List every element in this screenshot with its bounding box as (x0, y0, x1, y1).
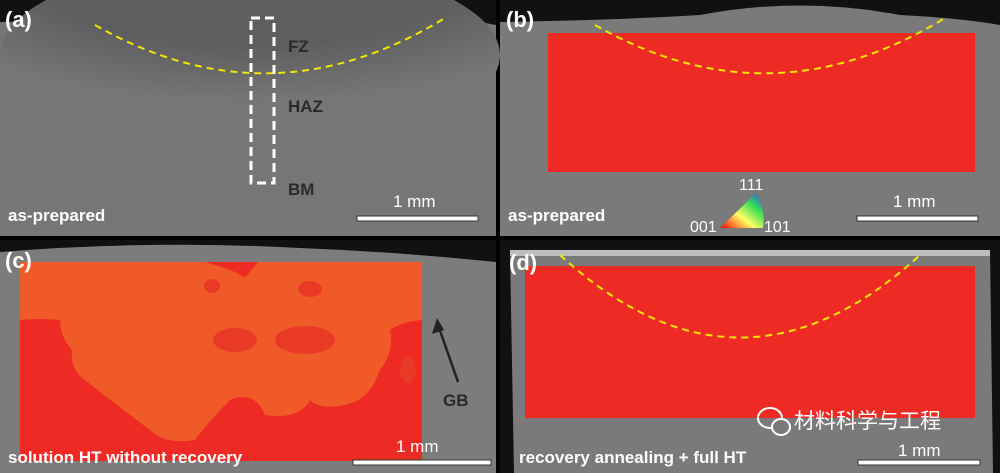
scale-bar (856, 215, 979, 222)
condition-label: as-prepared (508, 206, 605, 225)
condition-label: recovery annealing + full HT (519, 448, 747, 467)
scale-bar (857, 459, 981, 466)
panel-label: (d) (509, 250, 537, 275)
panel-d: (d) recovery annealing + full HT 材料科学与工程… (500, 240, 1000, 473)
gb-arrow-head (432, 318, 444, 334)
gb-label: GB (443, 391, 469, 410)
haz-region (0, 0, 500, 150)
ipf-label-101: 101 (764, 219, 791, 236)
ebsd-map (525, 266, 975, 418)
panel-c: (c) GB solution HT without recovery 1 mm (0, 240, 496, 473)
zone-label-fz: FZ (288, 37, 309, 56)
wechat-icon (757, 407, 791, 436)
zone-label-bm: BM (288, 180, 314, 199)
fusion-line (94, 17, 446, 75)
ebsd-map (548, 33, 975, 172)
ebsd-scan-box (249, 16, 276, 185)
panel-label: (c) (5, 248, 32, 273)
fusion-line (594, 17, 946, 75)
zone-label-haz: HAZ (288, 97, 323, 116)
orange-grain (20, 262, 422, 442)
scale-bar (356, 215, 479, 222)
condition-label: as-prepared (8, 206, 105, 225)
panel-a: (a) FZ HAZ BM as-prepared 1 mm (0, 0, 500, 236)
condition-label: solution HT without recovery (8, 448, 243, 467)
panel-label: (b) (506, 7, 534, 32)
fusion-line (559, 254, 921, 339)
ipf-triangle (720, 193, 764, 228)
panel-label: (a) (5, 7, 32, 32)
ipf-label-111: 111 (739, 177, 763, 194)
scale-bar-label: 1 mm (898, 441, 941, 460)
ipf-label-001: 001 (690, 219, 717, 236)
scale-bar (352, 459, 492, 466)
panel-b: (b) as-prepared 111 001 101 1 mm (500, 0, 1000, 236)
scale-bar-label: 1 mm (396, 437, 439, 456)
gb-arrow (435, 321, 460, 383)
scale-bar-label: 1 mm (893, 192, 936, 211)
watermark-text: 材料科学与工程 (794, 409, 941, 433)
ipf-legend: 111 001 101 (690, 177, 791, 236)
scale-bar-label: 1 mm (393, 192, 436, 211)
